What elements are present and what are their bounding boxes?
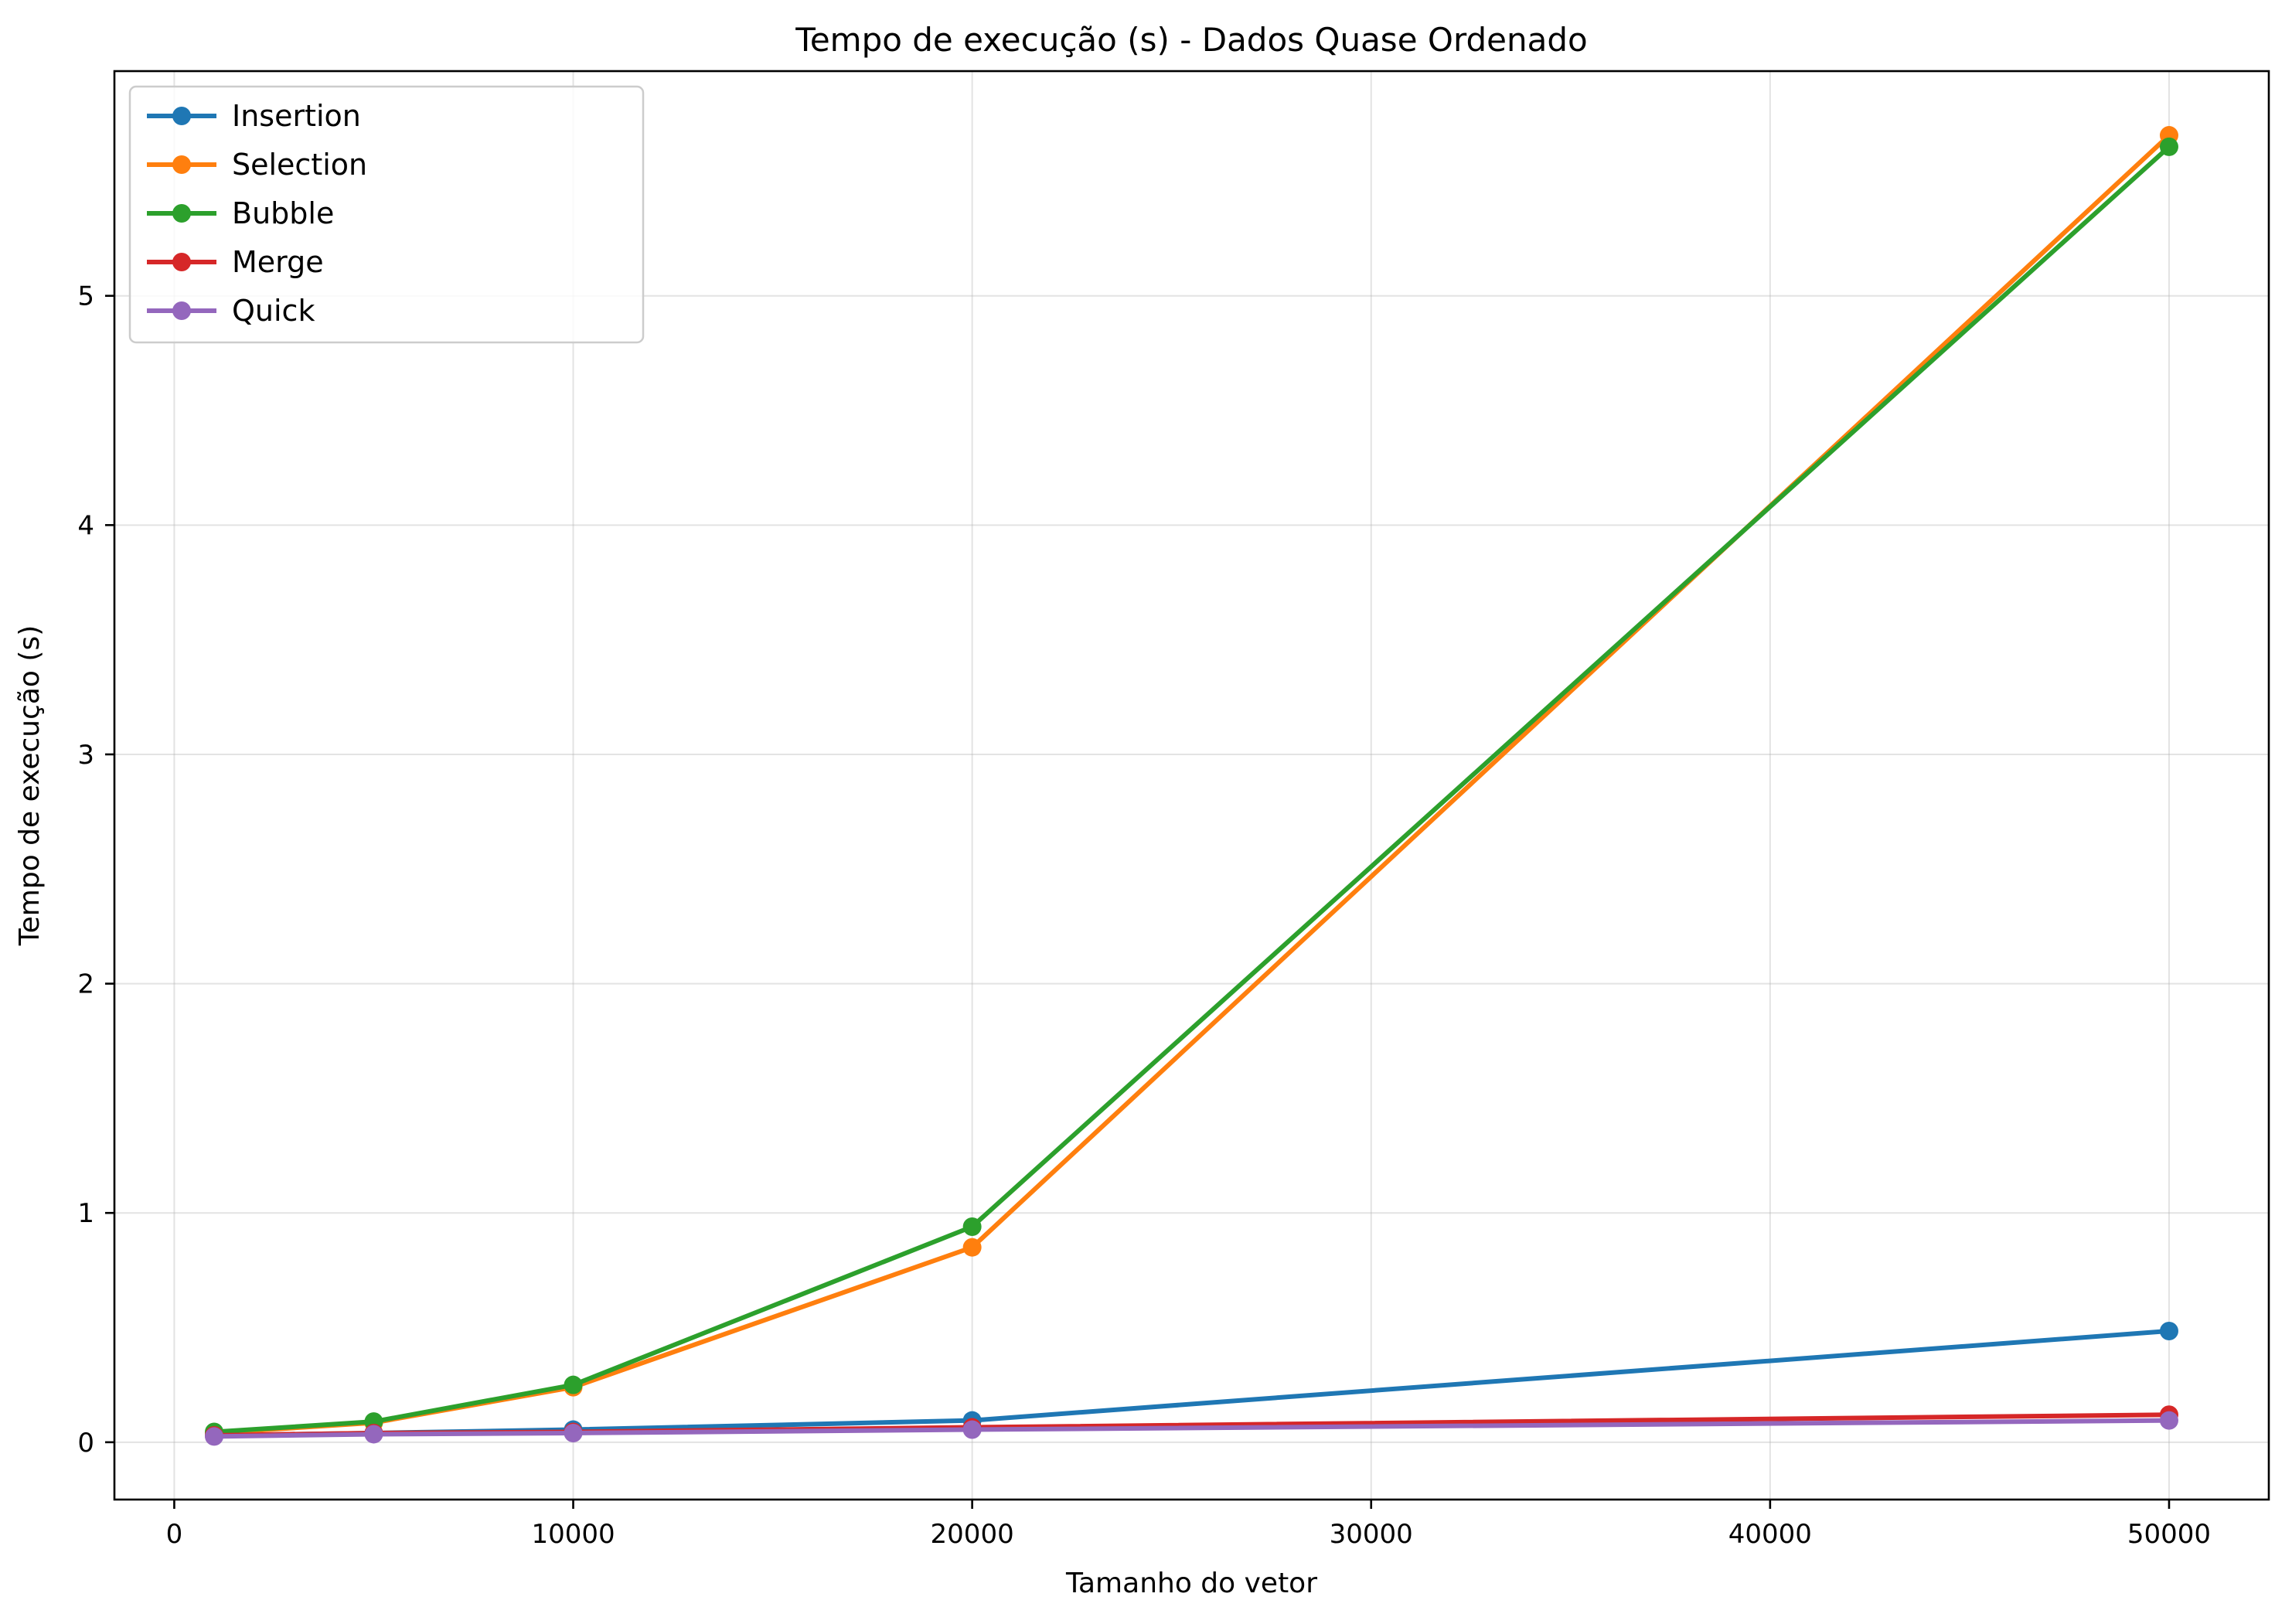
data-point bbox=[205, 1427, 224, 1446]
legend-item-selection: Selection bbox=[147, 148, 367, 182]
legend-label: Selection bbox=[232, 148, 367, 182]
series-bubble bbox=[205, 137, 2178, 1442]
x-tick-label: 50000 bbox=[2127, 1519, 2211, 1550]
data-point bbox=[962, 1420, 982, 1439]
y-tick-label: 3 bbox=[77, 740, 94, 771]
data-point bbox=[2159, 1321, 2178, 1340]
data-point bbox=[962, 1238, 982, 1257]
x-tick-label: 40000 bbox=[1728, 1519, 1812, 1550]
y-axis-label: Tempo de execução (s) bbox=[14, 625, 46, 947]
y-tick-label: 0 bbox=[77, 1428, 94, 1459]
legend-box bbox=[128, 85, 645, 344]
legend: Insertion Selection Bubble Merge Quick bbox=[128, 85, 645, 344]
x-tick-label: 20000 bbox=[931, 1519, 1014, 1550]
series-quick bbox=[205, 1411, 2178, 1446]
x-tick-label: 10000 bbox=[531, 1519, 615, 1550]
legend-item-insertion: Insertion bbox=[147, 99, 361, 133]
x-tick-label: 0 bbox=[166, 1519, 183, 1550]
legend-label: Insertion bbox=[232, 99, 361, 133]
data-point bbox=[2159, 1411, 2178, 1430]
x-tick-label: 30000 bbox=[1330, 1519, 1413, 1550]
series-merge bbox=[205, 1405, 2178, 1445]
series-layer bbox=[205, 126, 2178, 1446]
legend-marker bbox=[172, 155, 191, 174]
y-tick-label: 4 bbox=[77, 510, 94, 541]
legend-item-bubble: Bubble bbox=[147, 196, 334, 230]
legend-marker bbox=[172, 301, 191, 320]
y-tick-label: 5 bbox=[77, 281, 94, 312]
legend-marker bbox=[172, 204, 191, 223]
legend-item-quick: Quick bbox=[147, 294, 315, 328]
legend-marker bbox=[172, 253, 191, 271]
data-point bbox=[962, 1217, 982, 1237]
plot-frame bbox=[113, 70, 2270, 1501]
legend-item-merge: Merge bbox=[147, 245, 324, 279]
legend-marker bbox=[172, 107, 191, 125]
data-point bbox=[2159, 137, 2178, 156]
legend-label: Bubble bbox=[232, 196, 334, 230]
data-point bbox=[564, 1375, 583, 1394]
axis-ticks: 0 10000 20000 30000 40000 50000 0 1 2 3 4 5 bbox=[77, 281, 2211, 1550]
y-tick-label: 2 bbox=[77, 969, 94, 1000]
data-point bbox=[564, 1423, 583, 1442]
legend-label: Merge bbox=[232, 245, 324, 279]
chart-title: Tempo de execução (s) - Dados Quase Orde… bbox=[795, 21, 1587, 59]
x-axis-label: Tamanho do vetor bbox=[1065, 1568, 1317, 1599]
y-tick-label: 1 bbox=[77, 1198, 94, 1229]
legend-label: Quick bbox=[232, 294, 315, 328]
data-point bbox=[364, 1425, 383, 1444]
